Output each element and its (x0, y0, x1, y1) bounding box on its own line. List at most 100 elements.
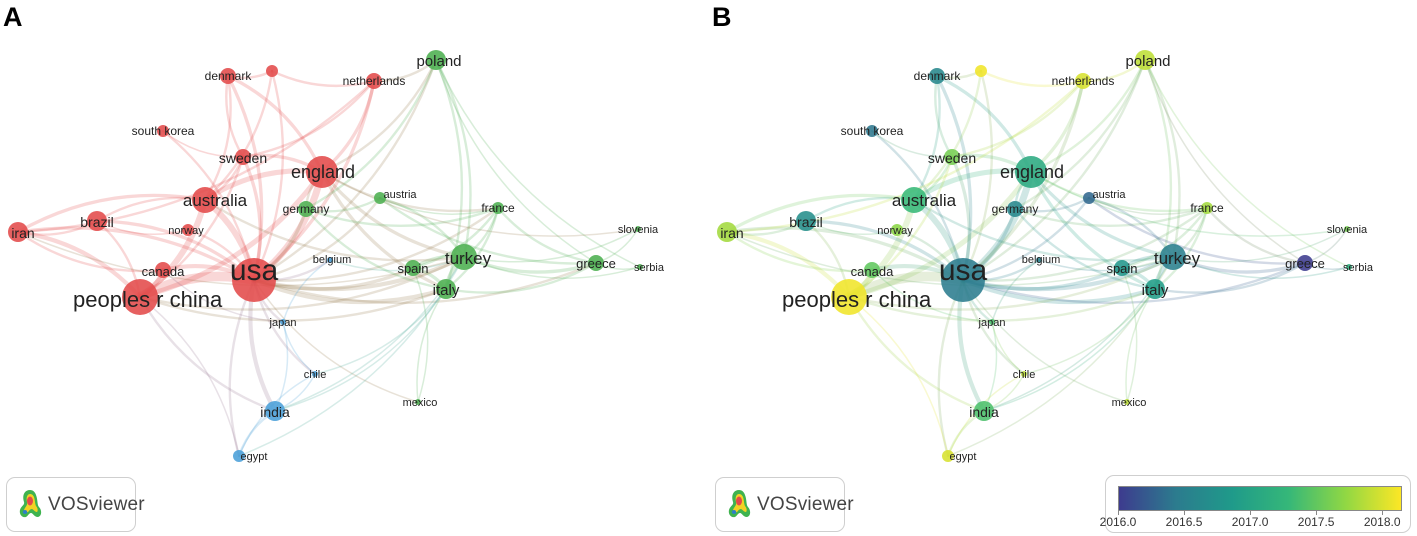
vosviewer-logo-icon (728, 490, 751, 518)
node-belgium[interactable] (1036, 257, 1042, 263)
node-sweden[interactable] (235, 149, 251, 165)
node-usa[interactable] (941, 258, 985, 302)
link-australia-iran (16, 193, 207, 234)
node-mexico[interactable] (415, 399, 421, 405)
node-spain[interactable] (1114, 260, 1130, 276)
node-chile[interactable] (312, 371, 318, 377)
node-canada[interactable] (155, 262, 171, 278)
node-austria[interactable] (374, 192, 386, 204)
node-germany[interactable] (1007, 201, 1023, 217)
link-turkey-poland (1143, 58, 1181, 259)
node-poland[interactable] (426, 50, 446, 70)
node-australia[interactable] (901, 187, 927, 213)
node-netherlands[interactable] (366, 73, 382, 89)
node-label-poland: poland (1125, 53, 1170, 70)
node-denmark[interactable] (220, 68, 236, 84)
link-england-slovenia (321, 171, 639, 237)
labels-layer: usa peoples r china england australia iran br… (720, 53, 1374, 463)
node-egypt[interactable] (942, 450, 954, 462)
node-label-usa: usa (230, 254, 279, 287)
link-italy-greece (444, 261, 598, 294)
node-poland[interactable] (1135, 50, 1155, 70)
node-label-belgium: belgium (313, 254, 352, 266)
node-southkorea[interactable] (157, 125, 169, 137)
link-italy-france (444, 206, 500, 291)
node-turkey[interactable] (1160, 244, 1186, 270)
link-turkey-poland (434, 58, 472, 259)
node-canada[interactable] (864, 262, 880, 278)
network-map-a[interactable]: usa peoples r china england australia iran br… (0, 0, 708, 536)
node-label-egypt: egypt (241, 451, 268, 463)
link-austria-greece (1087, 196, 1307, 265)
panel-a: A usa peoples r china england australia iran… (0, 0, 708, 536)
node-iran[interactable] (8, 222, 28, 242)
node-france[interactable] (492, 202, 504, 214)
link-usa-denmark (935, 74, 973, 282)
node-india[interactable] (974, 401, 994, 421)
node-australia[interactable] (192, 187, 218, 213)
legend-tick-label: 2017.0 (1231, 515, 1269, 529)
node-egypt[interactable] (233, 450, 245, 462)
link-sweden-netherlands (241, 79, 376, 159)
node-italy[interactable] (436, 279, 456, 299)
link-australia-iran (725, 193, 916, 234)
node-greece[interactable] (1297, 255, 1313, 271)
node-turkey[interactable] (451, 244, 477, 270)
node-brazil[interactable] (87, 211, 107, 231)
link-mexico-spain (1121, 267, 1138, 403)
link-china-england (137, 169, 325, 300)
node-japan[interactable] (280, 319, 286, 325)
link-belgium-turkey (1038, 256, 1174, 272)
link-austria-france (1088, 197, 1208, 215)
link-southkorea-sweden (162, 130, 244, 158)
node-southkorea[interactable] (866, 125, 878, 137)
node-italy[interactable] (1145, 279, 1165, 299)
node-spain[interactable] (405, 260, 421, 276)
link-australia-unlabeled (912, 69, 983, 202)
node-japan[interactable] (989, 319, 995, 325)
node-germany[interactable] (298, 201, 314, 217)
node-usa[interactable] (232, 258, 276, 302)
node-label-mexico: mexico (403, 397, 438, 409)
node-england[interactable] (306, 156, 338, 188)
node-sweden[interactable] (944, 149, 960, 165)
link-canada-japan (871, 269, 993, 323)
node-label-norway: norway (168, 225, 204, 237)
node-england[interactable] (1015, 156, 1047, 188)
node-label-egypt: egypt (950, 451, 977, 463)
node-serbia[interactable] (1346, 264, 1352, 270)
link-canada-japan (162, 269, 284, 323)
node-india[interactable] (265, 401, 285, 421)
node-label-southkorea: south korea (841, 124, 904, 138)
link-india-italy (983, 288, 1156, 412)
node-brazil[interactable] (796, 211, 816, 231)
node-unlabeled[interactable] (975, 65, 987, 77)
node-serbia[interactable] (637, 264, 643, 270)
node-denmark[interactable] (929, 68, 945, 84)
node-mexico[interactable] (1124, 399, 1130, 405)
node-austria[interactable] (1083, 192, 1095, 204)
node-slovenia[interactable] (1344, 226, 1350, 232)
node-iran[interactable] (717, 222, 737, 242)
node-norway[interactable] (182, 224, 194, 236)
node-netherlands[interactable] (1075, 73, 1091, 89)
legend-tick-label: 2016.0 (1099, 515, 1137, 529)
node-norway[interactable] (891, 224, 903, 236)
network-map-b[interactable]: usa peoples r china england australia iran br… (709, 0, 1417, 536)
node-france[interactable] (1201, 202, 1213, 214)
node-unlabeled[interactable] (266, 65, 278, 77)
node-label-italy: italy (433, 282, 460, 299)
node-china[interactable] (831, 279, 867, 315)
node-greece[interactable] (588, 255, 604, 271)
node-label-germany: germany (992, 202, 1039, 216)
link-iran-canada (725, 230, 874, 273)
node-label-serbia: serbia (1343, 262, 1374, 274)
node-belgium[interactable] (327, 257, 333, 263)
node-chile[interactable] (1021, 371, 1027, 377)
nodes-layer (8, 50, 643, 462)
node-slovenia[interactable] (635, 226, 641, 232)
node-label-turkey: turkey (1154, 249, 1201, 268)
node-china[interactable] (122, 279, 158, 315)
node-label-england: england (1000, 162, 1064, 182)
link-england-italy (320, 170, 448, 291)
